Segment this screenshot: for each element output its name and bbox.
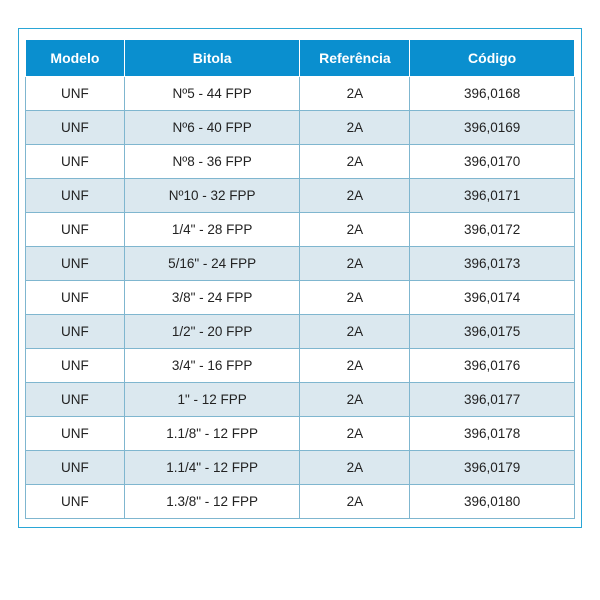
cell-codigo: 396,0168 xyxy=(410,77,575,111)
cell-bitola: Nº5 - 44 FPP xyxy=(124,77,300,111)
table-row: UNF 1.1/8" - 12 FPP 2A 396,0178 xyxy=(26,417,575,451)
cell-ref: 2A xyxy=(300,145,410,179)
spec-table: Modelo Bitola Referência Código UNF Nº5 … xyxy=(25,39,575,519)
cell-codigo: 396,0177 xyxy=(410,383,575,417)
col-header-modelo: Modelo xyxy=(26,40,125,77)
table-row: UNF 3/8" - 24 FPP 2A 396,0174 xyxy=(26,281,575,315)
cell-codigo: 396,0169 xyxy=(410,111,575,145)
cell-ref: 2A xyxy=(300,417,410,451)
cell-ref: 2A xyxy=(300,485,410,519)
table-header-row: Modelo Bitola Referência Código xyxy=(26,40,575,77)
cell-modelo: UNF xyxy=(26,213,125,247)
cell-ref: 2A xyxy=(300,349,410,383)
cell-modelo: UNF xyxy=(26,383,125,417)
cell-bitola: Nº10 - 32 FPP xyxy=(124,179,300,213)
table-row: UNF Nº6 - 40 FPP 2A 396,0169 xyxy=(26,111,575,145)
table-row: UNF 5/16" - 24 FPP 2A 396,0173 xyxy=(26,247,575,281)
page-wrap: Modelo Bitola Referência Código UNF Nº5 … xyxy=(0,0,600,558)
col-header-codigo: Código xyxy=(410,40,575,77)
cell-ref: 2A xyxy=(300,315,410,349)
cell-modelo: UNF xyxy=(26,111,125,145)
cell-ref: 2A xyxy=(300,383,410,417)
cell-codigo: 396,0178 xyxy=(410,417,575,451)
cell-codigo: 396,0180 xyxy=(410,485,575,519)
cell-codigo: 396,0173 xyxy=(410,247,575,281)
cell-ref: 2A xyxy=(300,451,410,485)
cell-modelo: UNF xyxy=(26,485,125,519)
col-header-referencia: Referência xyxy=(300,40,410,77)
cell-bitola: 1/4" - 28 FPP xyxy=(124,213,300,247)
cell-modelo: UNF xyxy=(26,281,125,315)
cell-codigo: 396,0179 xyxy=(410,451,575,485)
cell-codigo: 396,0174 xyxy=(410,281,575,315)
col-header-bitola: Bitola xyxy=(124,40,300,77)
cell-bitola: 5/16" - 24 FPP xyxy=(124,247,300,281)
cell-codigo: 396,0172 xyxy=(410,213,575,247)
cell-modelo: UNF xyxy=(26,145,125,179)
cell-codigo: 396,0176 xyxy=(410,349,575,383)
cell-modelo: UNF xyxy=(26,451,125,485)
table-body: UNF Nº5 - 44 FPP 2A 396,0168 UNF Nº6 - 4… xyxy=(26,77,575,519)
cell-bitola: 1.3/8" - 12 FPP xyxy=(124,485,300,519)
cell-codigo: 396,0175 xyxy=(410,315,575,349)
cell-modelo: UNF xyxy=(26,349,125,383)
cell-ref: 2A xyxy=(300,179,410,213)
cell-ref: 2A xyxy=(300,111,410,145)
table-row: UNF 1.3/8" - 12 FPP 2A 396,0180 xyxy=(26,485,575,519)
cell-codigo: 396,0171 xyxy=(410,179,575,213)
table-row: UNF Nº8 - 36 FPP 2A 396,0170 xyxy=(26,145,575,179)
cell-bitola: Nº6 - 40 FPP xyxy=(124,111,300,145)
cell-modelo: UNF xyxy=(26,247,125,281)
cell-modelo: UNF xyxy=(26,315,125,349)
table-row: UNF 3/4" - 16 FPP 2A 396,0176 xyxy=(26,349,575,383)
table-row: UNF Nº10 - 32 FPP 2A 396,0171 xyxy=(26,179,575,213)
table-row: UNF 1/2" - 20 FPP 2A 396,0175 xyxy=(26,315,575,349)
cell-ref: 2A xyxy=(300,77,410,111)
table-row: UNF 1/4" - 28 FPP 2A 396,0172 xyxy=(26,213,575,247)
cell-bitola: 3/8" - 24 FPP xyxy=(124,281,300,315)
cell-codigo: 396,0170 xyxy=(410,145,575,179)
cell-bitola: 1/2" - 20 FPP xyxy=(124,315,300,349)
cell-bitola: Nº8 - 36 FPP xyxy=(124,145,300,179)
table-row: UNF Nº5 - 44 FPP 2A 396,0168 xyxy=(26,77,575,111)
cell-ref: 2A xyxy=(300,247,410,281)
cell-modelo: UNF xyxy=(26,77,125,111)
cell-bitola: 3/4" - 16 FPP xyxy=(124,349,300,383)
table-row: UNF 1.1/4" - 12 FPP 2A 396,0179 xyxy=(26,451,575,485)
cell-ref: 2A xyxy=(300,281,410,315)
cell-bitola: 1.1/8" - 12 FPP xyxy=(124,417,300,451)
cell-modelo: UNF xyxy=(26,417,125,451)
cell-ref: 2A xyxy=(300,213,410,247)
table-panel: Modelo Bitola Referência Código UNF Nº5 … xyxy=(18,28,582,528)
cell-bitola: 1.1/4" - 12 FPP xyxy=(124,451,300,485)
table-row: UNF 1" - 12 FPP 2A 396,0177 xyxy=(26,383,575,417)
cell-modelo: UNF xyxy=(26,179,125,213)
cell-bitola: 1" - 12 FPP xyxy=(124,383,300,417)
